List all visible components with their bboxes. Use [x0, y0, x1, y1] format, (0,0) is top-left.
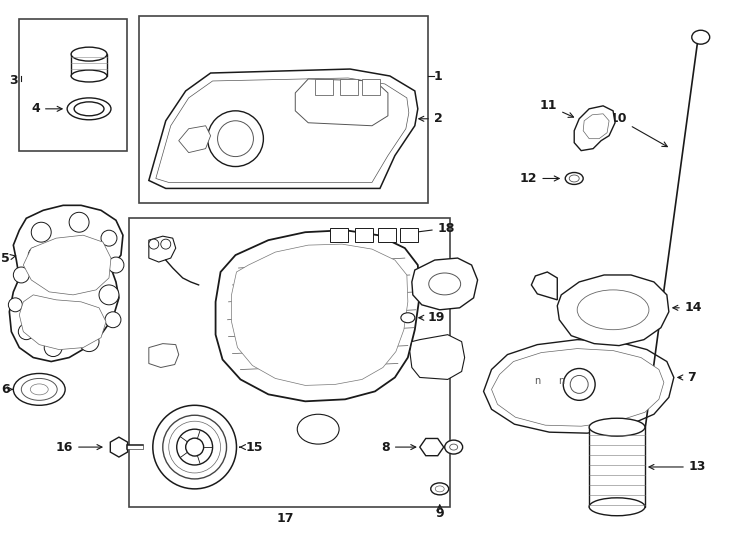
Bar	[589, 427, 645, 507]
Bar	[362, 79, 380, 95]
Polygon shape	[110, 437, 128, 457]
Circle shape	[563, 368, 595, 400]
Text: 9: 9	[435, 507, 444, 520]
Bar	[355, 228, 373, 242]
Circle shape	[217, 121, 253, 157]
Ellipse shape	[691, 30, 710, 44]
Polygon shape	[574, 106, 615, 151]
Circle shape	[149, 239, 159, 249]
Polygon shape	[410, 335, 465, 380]
Ellipse shape	[297, 414, 339, 444]
Circle shape	[108, 257, 124, 273]
Circle shape	[186, 438, 203, 456]
Text: 10: 10	[609, 112, 667, 147]
Text: 3: 3	[10, 75, 18, 87]
Polygon shape	[492, 349, 664, 426]
Circle shape	[32, 222, 51, 242]
Ellipse shape	[13, 374, 65, 406]
Polygon shape	[216, 230, 420, 401]
Circle shape	[161, 239, 171, 249]
Polygon shape	[557, 275, 669, 346]
Ellipse shape	[577, 290, 649, 330]
Ellipse shape	[589, 418, 645, 436]
Polygon shape	[149, 343, 178, 368]
Bar	[19, 19, 127, 151]
Polygon shape	[149, 69, 418, 188]
Circle shape	[8, 298, 22, 312]
Circle shape	[99, 285, 119, 305]
Ellipse shape	[565, 172, 584, 185]
Polygon shape	[531, 272, 557, 300]
Polygon shape	[19, 295, 106, 349]
Text: n: n	[534, 376, 540, 387]
Circle shape	[208, 111, 264, 166]
Bar	[129, 218, 450, 507]
Polygon shape	[23, 235, 111, 295]
Ellipse shape	[435, 486, 444, 492]
Circle shape	[169, 421, 220, 473]
Circle shape	[29, 247, 44, 263]
Bar	[315, 79, 333, 95]
Circle shape	[570, 375, 588, 393]
Polygon shape	[156, 78, 409, 183]
Text: 1: 1	[434, 70, 443, 83]
Ellipse shape	[570, 175, 579, 182]
Text: 4: 4	[32, 103, 62, 116]
Text: 18: 18	[404, 222, 455, 235]
Circle shape	[18, 323, 34, 340]
Polygon shape	[584, 114, 609, 139]
Circle shape	[79, 332, 99, 352]
Text: 5: 5	[1, 252, 16, 265]
Ellipse shape	[71, 47, 107, 61]
Ellipse shape	[401, 313, 415, 323]
Ellipse shape	[431, 483, 448, 495]
Polygon shape	[178, 126, 211, 153]
Polygon shape	[10, 205, 123, 361]
Bar	[400, 228, 418, 242]
Ellipse shape	[67, 98, 111, 120]
Ellipse shape	[71, 70, 107, 82]
Bar	[330, 228, 348, 242]
Polygon shape	[484, 340, 674, 433]
Circle shape	[13, 267, 29, 283]
Ellipse shape	[21, 379, 57, 400]
Polygon shape	[412, 258, 478, 310]
Circle shape	[153, 406, 236, 489]
Bar	[71, 54, 107, 76]
Ellipse shape	[589, 498, 645, 516]
Text: 12: 12	[520, 172, 559, 185]
Ellipse shape	[445, 440, 462, 454]
Polygon shape	[295, 79, 388, 126]
Bar	[139, 16, 428, 204]
Text: 2: 2	[419, 112, 443, 125]
Text: 19: 19	[419, 311, 445, 324]
Bar	[378, 228, 396, 242]
Text: 15: 15	[240, 441, 263, 454]
Text: 13: 13	[649, 461, 706, 474]
Text: n: n	[558, 376, 564, 387]
Ellipse shape	[429, 273, 461, 295]
Text: 6: 6	[1, 383, 13, 396]
Polygon shape	[420, 438, 444, 456]
Circle shape	[69, 212, 89, 232]
Polygon shape	[149, 236, 175, 262]
Circle shape	[101, 230, 117, 246]
Circle shape	[105, 312, 121, 328]
Ellipse shape	[30, 384, 48, 395]
Text: 17: 17	[277, 512, 294, 525]
Text: 14: 14	[673, 301, 702, 314]
Bar	[340, 79, 358, 95]
Circle shape	[177, 429, 213, 465]
Text: 16: 16	[56, 441, 102, 454]
Ellipse shape	[450, 444, 458, 450]
Circle shape	[163, 415, 227, 479]
Polygon shape	[231, 244, 408, 386]
Text: 7: 7	[678, 371, 696, 384]
Circle shape	[44, 339, 62, 356]
Text: 8: 8	[381, 441, 415, 454]
Ellipse shape	[74, 102, 104, 116]
Text: 11: 11	[539, 99, 573, 117]
